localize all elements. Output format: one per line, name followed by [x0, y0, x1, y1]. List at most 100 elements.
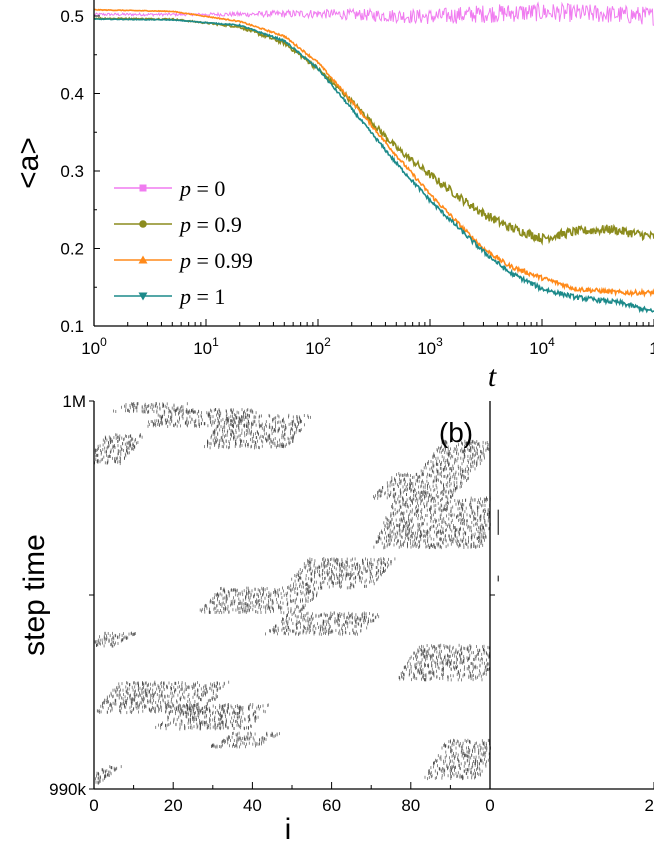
- activity-dot: [378, 489, 380, 493]
- activity-dot: [222, 597, 224, 601]
- activity-dot: [477, 762, 478, 766]
- activity-dot: [189, 709, 191, 712]
- activity-dot: [460, 514, 462, 518]
- activity-dot: [224, 709, 225, 713]
- activity-dot: [377, 539, 379, 543]
- activity-dot: [422, 470, 424, 473]
- activity-dot: [167, 718, 169, 722]
- activity-dot: [252, 742, 254, 746]
- activity-dot: [112, 444, 114, 448]
- activity-dot: [323, 563, 325, 567]
- activity-dot: [201, 418, 203, 422]
- activity-dot: [113, 436, 115, 440]
- activity-dot: [443, 492, 445, 496]
- activity-dot: [333, 611, 335, 615]
- activity-dot: [461, 521, 463, 525]
- activity-dot: [141, 435, 143, 439]
- activity-dot: [433, 537, 435, 541]
- activity-dot: [127, 440, 129, 444]
- activity-dot: [238, 434, 240, 438]
- activity-dot: [411, 508, 413, 512]
- activity-dot: [131, 447, 132, 451]
- activity-dot: [335, 582, 337, 585]
- activity-dot: [224, 607, 226, 611]
- activity-dot: [247, 426, 249, 430]
- activity-dot: [392, 503, 393, 506]
- activity-dot: [410, 498, 411, 502]
- activity-dot: [349, 620, 351, 624]
- activity-dot: [280, 605, 282, 609]
- activity-dot: [233, 431, 234, 435]
- activity-dot: [124, 635, 126, 639]
- activity-dot: [355, 621, 357, 625]
- activity-dot: [445, 490, 447, 494]
- activity-dot: [129, 409, 130, 413]
- activity-dot: [459, 653, 460, 657]
- activity-dot: [204, 711, 206, 715]
- activity-dot: [432, 545, 433, 548]
- activity-dot: [469, 653, 471, 657]
- activity-dot: [345, 620, 346, 624]
- activity-dot: [386, 535, 387, 539]
- x-tick-label: 102: [305, 335, 331, 358]
- activity-dot: [213, 606, 215, 610]
- activity-dot: [352, 564, 354, 568]
- activity-dot: [120, 706, 122, 710]
- activity-dot: [217, 431, 219, 435]
- activity-dot: [149, 689, 150, 693]
- activity-dot: [434, 776, 436, 780]
- activity-dot: [332, 580, 333, 584]
- activity-dot: [421, 649, 423, 653]
- activity-dot: [250, 425, 252, 429]
- activity-dot: [214, 418, 216, 422]
- activity-dot: [367, 622, 369, 626]
- activity-dot: [190, 420, 192, 424]
- activity-dot: [150, 420, 152, 423]
- activity-dot: [280, 420, 282, 424]
- activity-dot: [355, 619, 357, 623]
- activity-dot: [99, 710, 101, 714]
- activity-dot: [137, 704, 139, 708]
- activity-dot: [451, 513, 453, 517]
- activity-dot: [225, 593, 227, 597]
- activity-dot: [106, 701, 108, 704]
- activity-dot: [448, 501, 449, 505]
- activity-dot: [459, 499, 460, 503]
- activity-dot: [235, 442, 236, 446]
- activity-dot: [447, 504, 448, 508]
- activity-dot: [448, 491, 450, 495]
- activity-dot: [346, 620, 348, 624]
- activity-dot: [478, 751, 480, 754]
- activity-dot: [354, 576, 356, 580]
- activity-dot: [407, 661, 408, 665]
- activity-dot: [423, 654, 425, 658]
- activity-dot: [441, 537, 442, 541]
- activity-dot: [474, 441, 475, 445]
- activity-dot: [400, 519, 402, 523]
- activity-dot: [126, 702, 127, 706]
- activity-dot: [387, 518, 388, 522]
- activity-dot: [397, 539, 399, 542]
- activity-dot: [472, 446, 474, 450]
- activity-dot: [216, 726, 218, 730]
- activity-dot: [454, 533, 456, 537]
- activity-dot: [479, 444, 481, 448]
- activity-dot: [461, 678, 462, 682]
- activity-dot: [277, 626, 279, 630]
- activity-dot: [437, 501, 439, 505]
- activity-dot: [328, 570, 330, 574]
- activity-dot: [245, 610, 247, 614]
- activity-dot: [248, 704, 250, 708]
- activity-dot: [467, 545, 469, 549]
- activity-dot: [398, 472, 400, 476]
- activity-dot: [311, 572, 313, 576]
- activity-dot: [438, 767, 440, 770]
- activity-dot: [161, 420, 163, 424]
- activity-dot: [142, 698, 143, 702]
- activity-dot: [456, 515, 458, 519]
- activity-dot: [226, 597, 228, 601]
- activity-dot: [298, 415, 300, 419]
- activity-dot: [483, 753, 485, 757]
- activity-dot: [125, 434, 126, 438]
- activity-dot: [419, 491, 421, 495]
